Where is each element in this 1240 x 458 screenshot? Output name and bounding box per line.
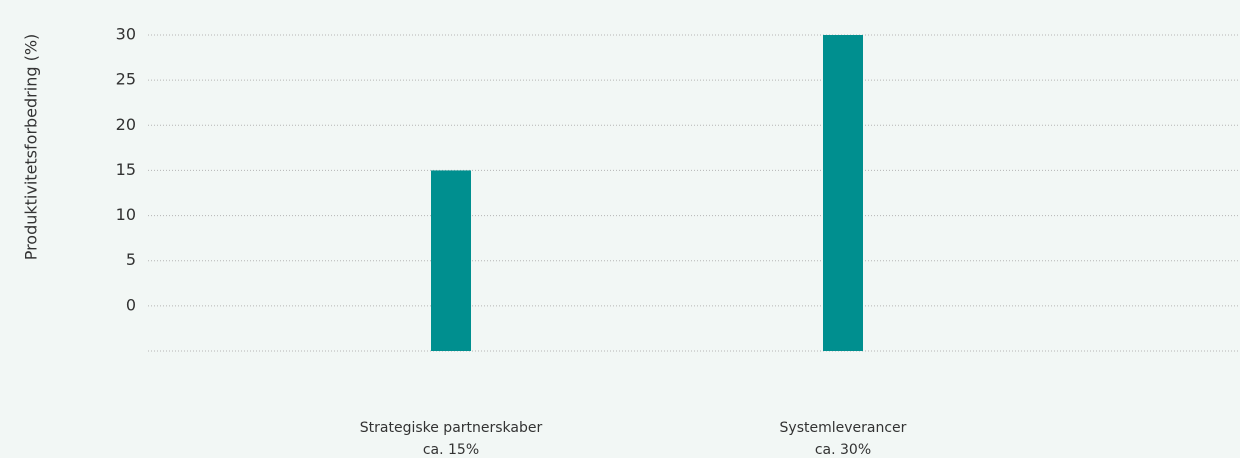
y-tick-label: 10 [116,205,136,224]
y-tick-label: 15 [116,160,136,179]
x-tick-label: Systemleverancer [780,420,907,436]
y-tick-label: 30 [116,25,136,44]
bar [431,170,471,351]
y-tick-label: 0 [126,295,136,314]
y-axis-title: Produktivitetsforbedring (%) [22,34,41,261]
y-tick-label: 5 [126,250,136,269]
y-tick-label: 25 [116,70,136,89]
x-tick-label: Strategiske partnerskaber [360,420,543,436]
bar [823,35,863,351]
y-tick-label: 20 [116,115,136,134]
value-label: ca. 30% [815,442,871,458]
value-label: ca. 15% [423,442,479,458]
